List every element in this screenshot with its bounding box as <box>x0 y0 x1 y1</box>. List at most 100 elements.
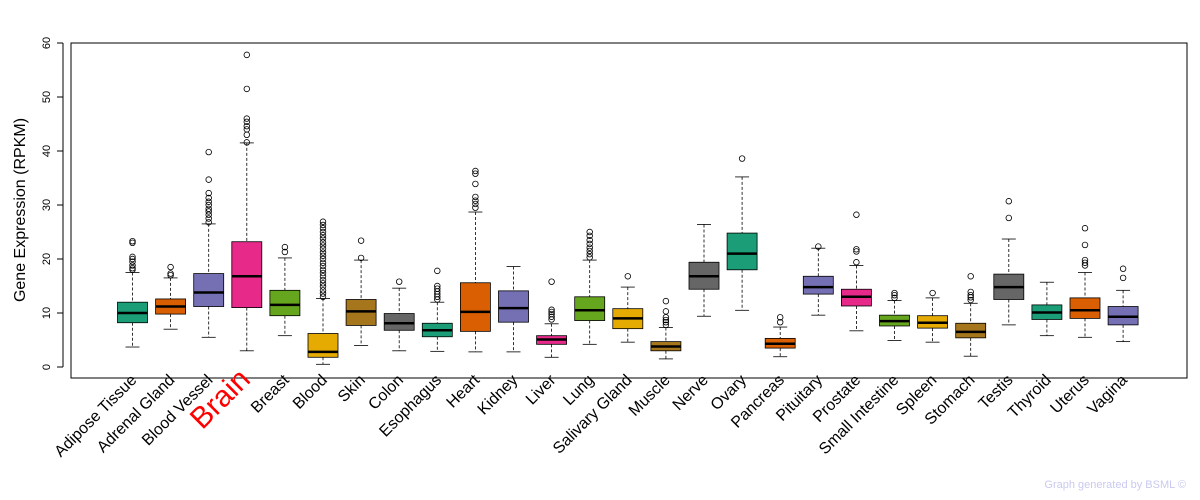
box-lung <box>574 228 606 345</box>
outlier-point <box>319 283 327 290</box>
outlier-point <box>472 180 479 188</box>
outlier-point <box>777 318 784 326</box>
outlier-point <box>738 155 746 162</box>
outlier-point <box>319 290 327 297</box>
outlier-point <box>319 245 327 252</box>
box-blood-vessel <box>193 148 225 338</box>
category-label: Skin <box>335 372 369 406</box>
box-pituitary <box>802 243 834 316</box>
iqr-box <box>498 290 529 323</box>
outlier-point <box>624 273 631 280</box>
box-ovary <box>726 155 758 311</box>
outlier-point <box>167 270 174 277</box>
outlier-point <box>319 266 327 273</box>
outlier-point <box>167 263 174 271</box>
outlier-point <box>1081 256 1089 264</box>
outlier-point <box>967 273 974 280</box>
outlier-point <box>548 313 555 320</box>
outlier-point <box>319 232 327 239</box>
outlier-point <box>319 287 327 294</box>
outlier-point <box>129 237 136 245</box>
category-label: Thyroid <box>1005 372 1055 422</box>
outlier-point <box>472 167 479 175</box>
outlier-point <box>319 228 327 236</box>
outlier-point <box>1081 241 1089 249</box>
outlier-point <box>396 278 403 285</box>
outlier-point <box>586 232 593 239</box>
outlier-point <box>891 291 898 299</box>
outlier-point <box>319 269 327 277</box>
outlier-point <box>205 201 212 209</box>
outlier-point <box>281 243 289 251</box>
outlier-point <box>777 314 784 321</box>
outlier-point <box>586 236 593 244</box>
outlier-point <box>129 255 136 263</box>
box-muscle <box>650 297 682 360</box>
outlier-point <box>662 297 670 305</box>
outlier-point <box>129 258 136 265</box>
outlier-point <box>929 289 936 297</box>
outlier-point <box>205 189 212 197</box>
outlier-point <box>319 255 327 263</box>
outlier-point <box>434 282 441 290</box>
outlier-point <box>243 51 250 59</box>
outlier-point <box>472 200 479 208</box>
box-small-intestine <box>879 289 910 341</box>
outlier-point <box>853 248 860 255</box>
outlier-point <box>319 252 327 259</box>
outlier-point <box>205 208 212 215</box>
outlier-point <box>1119 265 1127 272</box>
outlier-point <box>1005 198 1012 205</box>
plot-frame <box>70 42 1188 379</box>
iqr-box <box>231 241 263 308</box>
outlier-point <box>662 308 670 315</box>
outlier-point <box>891 289 898 297</box>
outlier-point <box>967 288 974 296</box>
box-adipose-tissue <box>117 237 148 348</box>
outlier-point <box>319 225 327 232</box>
box-colon <box>383 278 415 352</box>
y-axis-ticks: 0 10 20 30 40 50 60 <box>41 37 63 370</box>
outlier-point <box>243 131 250 138</box>
outlier-point <box>129 253 136 261</box>
outlier-point <box>815 243 822 250</box>
outlier-point <box>662 316 670 324</box>
outlier-point <box>243 122 250 130</box>
box-testis <box>993 198 1025 326</box>
outlier-point <box>243 126 250 133</box>
outlier-point <box>205 211 212 218</box>
box-skin <box>345 237 377 346</box>
outlier-point <box>243 115 250 122</box>
outlier-point <box>853 259 860 266</box>
y-tick-label: 10 <box>41 307 53 319</box>
outlier-point <box>243 85 250 93</box>
outlier-point <box>205 219 212 226</box>
outlier-point <box>1005 214 1012 222</box>
outlier-point <box>319 239 327 246</box>
outlier-point <box>586 228 593 236</box>
outlier-point <box>319 235 327 242</box>
y-axis-label: Gene Expression (RPKM) <box>12 118 29 302</box>
y-tick-label: 50 <box>41 91 53 103</box>
outlier-point <box>129 262 136 269</box>
boxplot-series <box>117 51 1139 365</box>
outlier-point <box>662 321 670 329</box>
outlier-point <box>319 280 327 287</box>
outlier-point <box>319 262 327 270</box>
box-salivary-gland <box>612 273 644 343</box>
outlier-point <box>853 211 860 218</box>
outlier-point <box>472 204 479 211</box>
y-tick-label: 20 <box>41 253 53 265</box>
box-prostate <box>841 211 872 332</box>
credit-text: Graph generated by BSML © <box>1044 479 1186 491</box>
outlier-point <box>548 306 555 313</box>
outlier-point <box>319 293 327 300</box>
iqr-box <box>269 289 301 317</box>
box-pancreas <box>764 314 796 358</box>
outlier-point <box>586 247 593 255</box>
outlier-point <box>586 244 593 251</box>
outlier-point <box>891 294 898 302</box>
iqr-box <box>574 296 606 321</box>
outlier-point <box>319 259 327 266</box>
